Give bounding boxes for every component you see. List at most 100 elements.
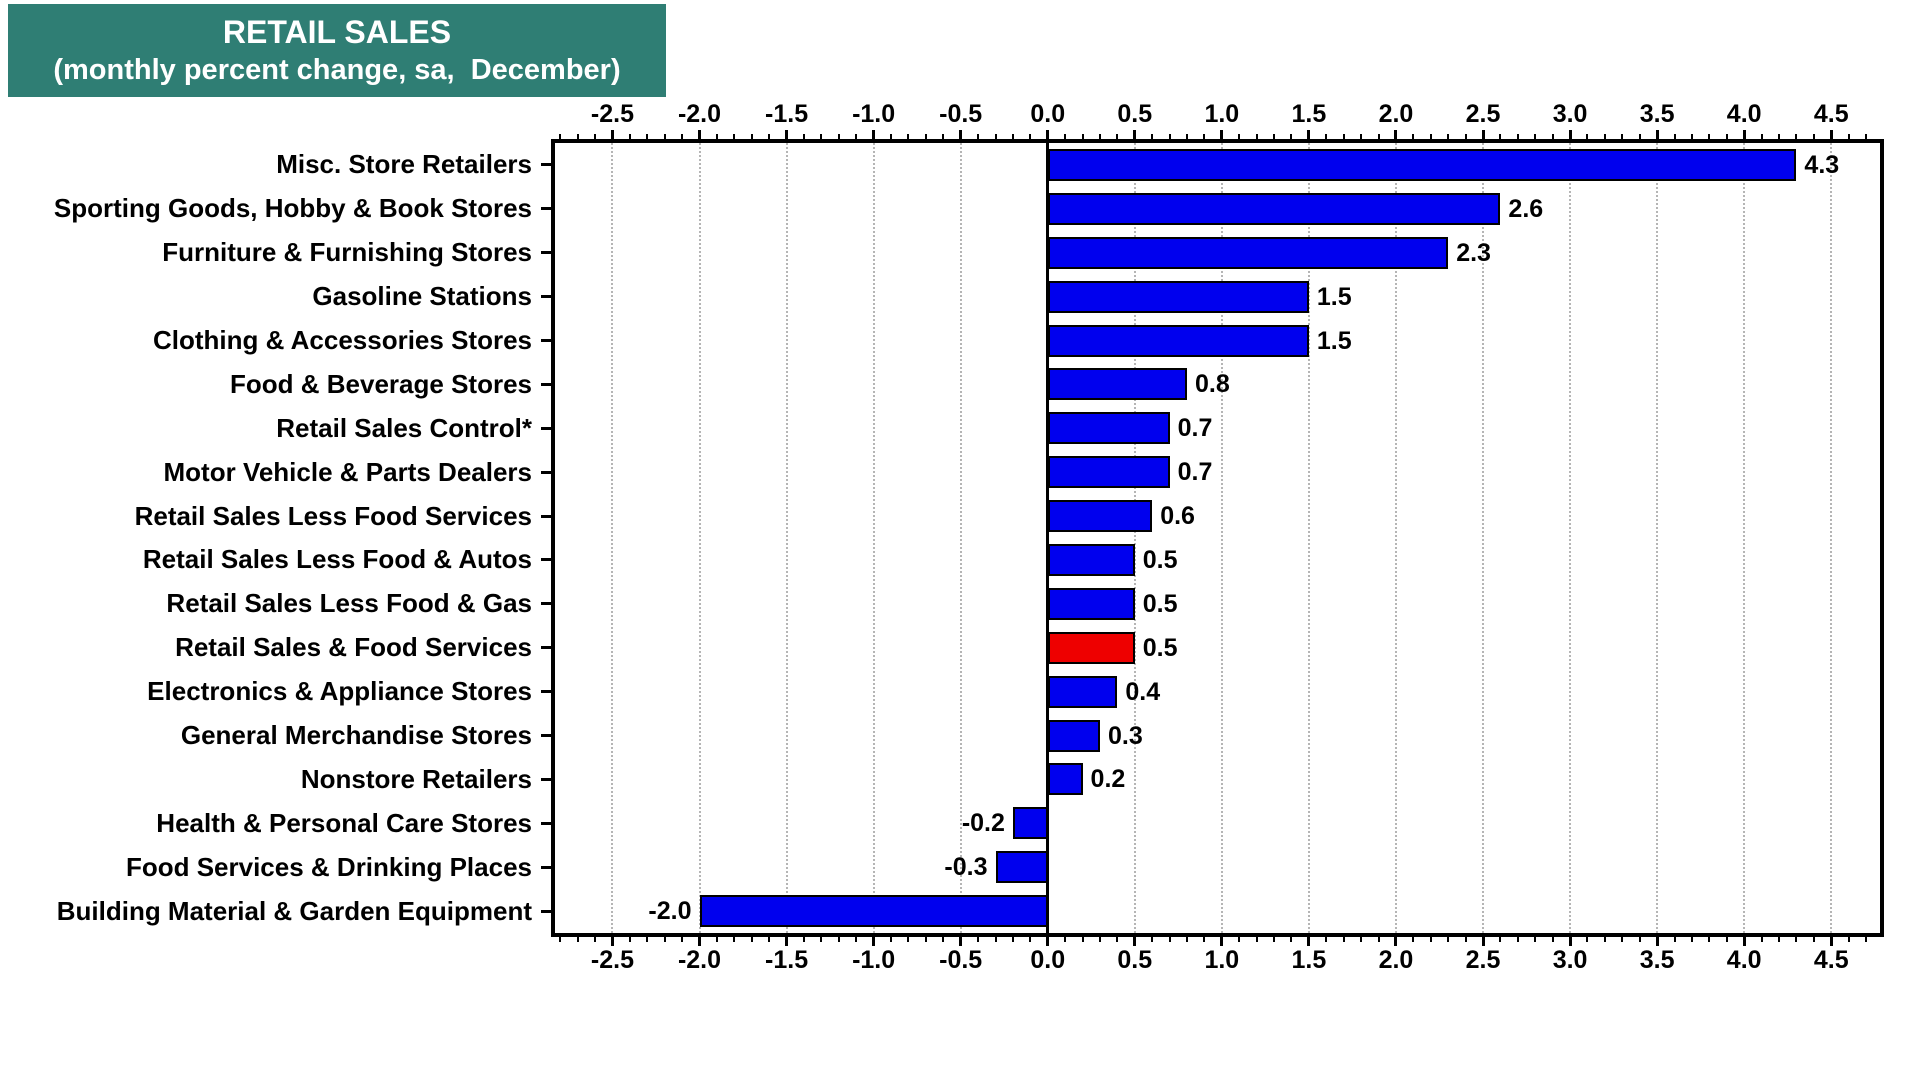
x-axis-tick-label: -1.0 xyxy=(852,100,896,128)
x-axis-minor-tick xyxy=(1238,937,1241,942)
x-axis-minor-tick xyxy=(1847,134,1850,139)
x-axis-tick-label: 4.5 xyxy=(1813,100,1849,128)
grid-line xyxy=(1133,143,1136,933)
x-axis-minor-tick xyxy=(907,937,910,942)
category-tick xyxy=(541,426,553,430)
x-axis-minor-tick xyxy=(1725,134,1728,139)
x-axis-minor-tick xyxy=(1603,134,1606,139)
category-tick xyxy=(541,646,553,650)
bar-value-label: 0.6 xyxy=(1160,502,1195,531)
x-axis-minor-tick xyxy=(1778,937,1780,942)
x-axis-major-tick xyxy=(1220,937,1224,946)
x-axis-minor-tick xyxy=(559,937,562,942)
x-axis-minor-tick xyxy=(1238,134,1241,139)
category-label: Clothing & Accessories Stores xyxy=(152,324,532,355)
category-label: Electronics & Appliance Stores xyxy=(147,676,532,707)
x-axis-tick-label: 0.0 xyxy=(1030,946,1066,974)
x-axis-minor-tick xyxy=(768,937,771,942)
x-axis-minor-tick xyxy=(1795,937,1798,942)
x-axis-minor-tick xyxy=(576,134,579,139)
bar xyxy=(1047,587,1135,620)
x-axis-minor-tick xyxy=(1516,134,1519,139)
x-axis-minor-tick xyxy=(1116,937,1119,942)
category-label: Gasoline Stations xyxy=(312,281,532,312)
x-axis-tick-label: 3.0 xyxy=(1552,946,1588,974)
x-axis-major-tick xyxy=(1394,130,1398,139)
x-axis-minor-tick xyxy=(820,134,823,139)
x-axis-major-tick xyxy=(1307,937,1311,946)
x-axis-minor-tick xyxy=(1638,134,1641,139)
x-axis-major-tick xyxy=(1133,130,1137,139)
bar-value-label: 0.2 xyxy=(1090,765,1126,794)
footer-notes: Source: LSEG Datastream and © Yardeni Re… xyxy=(553,1018,1560,1080)
category-tick xyxy=(541,909,553,913)
x-axis-minor-tick xyxy=(1534,134,1537,139)
x-axis-minor-tick xyxy=(1081,134,1084,139)
category-label: Retail Sales & Food Services xyxy=(175,632,532,663)
x-axis-minor-tick xyxy=(1186,134,1189,139)
bar xyxy=(1047,280,1309,313)
bar xyxy=(1047,763,1083,796)
x-axis-major-tick xyxy=(959,937,963,946)
category-tick xyxy=(541,602,553,606)
bar-value-label: 0.7 xyxy=(1177,414,1213,443)
x-axis-major-tick xyxy=(610,130,614,139)
bar xyxy=(1047,148,1797,181)
x-axis-minor-tick xyxy=(924,134,927,139)
x-axis-major-tick xyxy=(1481,130,1485,139)
x-axis-major-tick xyxy=(872,130,876,139)
x-axis-major-tick xyxy=(785,130,789,139)
x-axis-major-tick xyxy=(1742,937,1746,946)
x-axis-tick-label: 3.5 xyxy=(1639,100,1675,128)
category-label: Retail Sales Less Food Services xyxy=(134,500,532,531)
x-axis-minor-tick xyxy=(628,937,631,942)
x-axis-minor-tick xyxy=(890,937,893,942)
x-axis-minor-tick xyxy=(890,134,893,139)
bar-value-label: -0.2 xyxy=(961,809,1005,838)
category-tick xyxy=(541,339,553,342)
x-axis-major-tick xyxy=(872,937,876,946)
x-axis-minor-tick xyxy=(681,937,684,942)
x-axis-tick-label: 4.5 xyxy=(1813,946,1849,974)
x-axis-minor-tick xyxy=(1847,937,1850,942)
x-axis-major-tick xyxy=(1133,937,1137,946)
x-axis-minor-tick xyxy=(802,134,805,139)
x-axis-minor-tick xyxy=(1186,937,1189,942)
x-axis-tick-label: -2.5 xyxy=(590,946,634,974)
x-axis-major-tick xyxy=(1481,937,1485,946)
category-label: Food Services & Drinking Places xyxy=(125,851,532,882)
x-axis-major-tick xyxy=(785,937,789,946)
x-axis-minor-tick xyxy=(663,937,666,942)
bar-highlighted xyxy=(1047,631,1135,664)
bar-value-label: 0.7 xyxy=(1177,458,1213,487)
category-label: Health & Personal Care Stores xyxy=(156,807,532,838)
x-axis-major-tick xyxy=(1829,937,1833,946)
chart-subtitle: (monthly percent change, sa, December) xyxy=(53,54,621,87)
x-axis-minor-tick xyxy=(733,134,736,139)
x-axis-minor-tick xyxy=(1412,937,1415,942)
x-axis-minor-tick xyxy=(1116,134,1119,139)
category-tick xyxy=(541,470,553,474)
x-axis-minor-tick xyxy=(681,134,684,139)
x-axis-tick-label: 0.0 xyxy=(1030,100,1066,128)
category-label: Retail Sales Control* xyxy=(276,412,532,443)
grid-line xyxy=(1307,143,1310,933)
x-axis-minor-tick xyxy=(1203,134,1206,139)
x-axis-tick-label: -0.5 xyxy=(939,946,983,974)
x-axis-minor-tick xyxy=(1273,937,1276,942)
category-tick xyxy=(541,514,553,518)
x-axis-minor-tick xyxy=(1064,937,1067,942)
x-axis-minor-tick xyxy=(715,134,718,139)
x-axis-minor-tick xyxy=(1551,134,1554,139)
bar-value-label: 0.5 xyxy=(1142,589,1178,618)
x-axis-minor-tick xyxy=(1586,134,1589,139)
x-axis-minor-tick xyxy=(1342,134,1345,139)
x-axis-minor-tick xyxy=(1638,937,1641,942)
category-tick xyxy=(541,558,553,562)
bar-value-label: 0.4 xyxy=(1125,677,1161,706)
x-axis-major-tick xyxy=(1046,130,1050,139)
x-axis-tick-label: -1.5 xyxy=(765,946,809,974)
category-label: Nonstore Retailers xyxy=(300,763,532,794)
grid-line xyxy=(698,143,701,933)
x-axis-minor-tick xyxy=(1342,937,1345,942)
